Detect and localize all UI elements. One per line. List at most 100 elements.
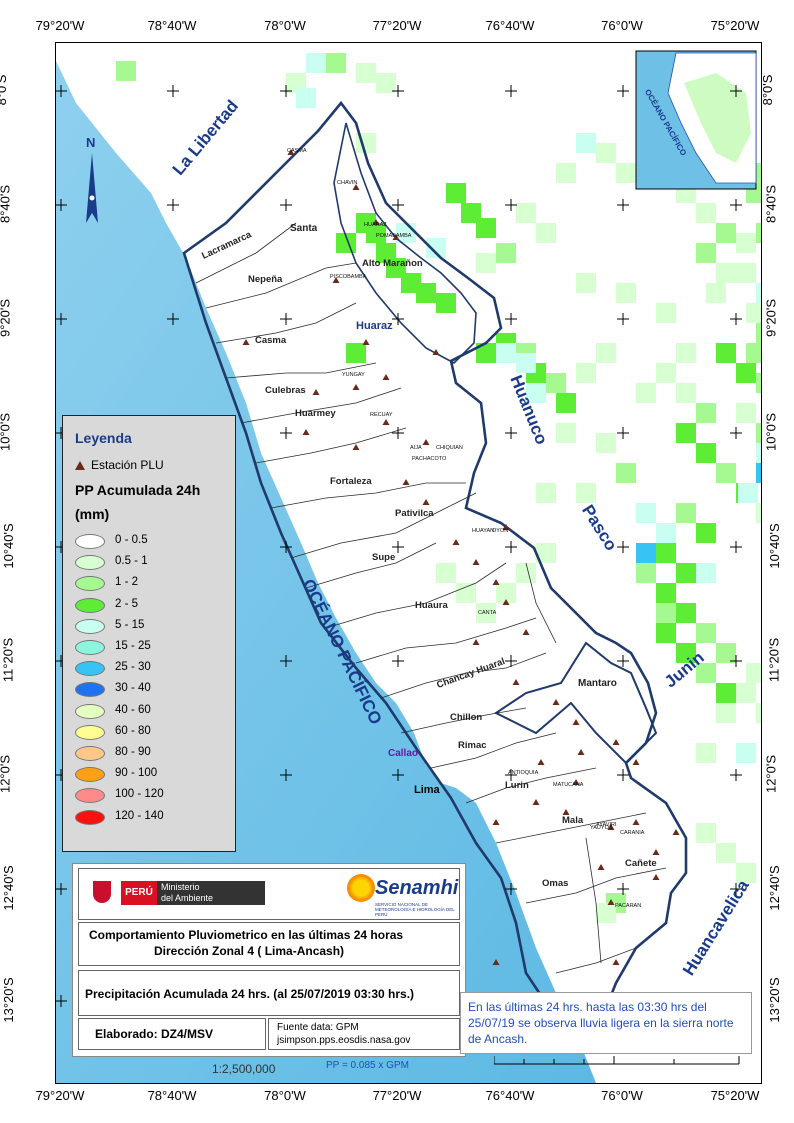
basin-label: Rimac xyxy=(458,740,487,751)
axis-left-tick: 9°20'S xyxy=(0,298,13,338)
legend-class: 1 - 2 xyxy=(75,576,225,592)
legend-class: 0 - 0.5 xyxy=(75,534,225,550)
legend-class: 40 - 60 xyxy=(75,703,225,720)
axis-bottom-tick: 76°40'W xyxy=(485,1088,535,1103)
legend: Leyenda Estación PLU PP Acumulada 24h (m… xyxy=(62,415,236,852)
legend-class-label: 90 - 100 xyxy=(115,767,158,780)
peru-logo-label: PERÚ xyxy=(121,881,157,905)
observation-note-text: En las últimas 24 hrs. hasta las 03:30 h… xyxy=(468,1000,734,1046)
study-area-boundary xyxy=(182,100,688,1020)
station-label: OYON xyxy=(492,528,509,534)
axis-right-tick: 11°20'S xyxy=(766,637,782,683)
basin-label: Omas xyxy=(542,878,569,889)
axis-right-tick: 12°40'S xyxy=(767,865,783,911)
title-box: Comportamiento Pluviometrico en las últi… xyxy=(78,922,460,966)
inset-map xyxy=(635,50,757,190)
basin-label: Nepeña xyxy=(248,274,283,285)
fuente-box: Fuente data: GPM jsimpson.pps.eosdis.nas… xyxy=(268,1018,460,1050)
station-label: PACHACOTO xyxy=(412,456,447,462)
axis-bottom-tick: 78°0'W xyxy=(264,1088,306,1103)
land-area xyxy=(56,43,761,1083)
legend-class-label: 2 - 5 xyxy=(115,597,139,610)
city-label-lima: Lima xyxy=(414,784,440,796)
north-label: N xyxy=(86,135,96,150)
legend-swatch xyxy=(75,682,105,698)
fuente-line1: Fuente data: GPM xyxy=(277,1022,359,1033)
station-label: CHAVIN xyxy=(337,180,358,186)
scale-label: 1:2,500,000 xyxy=(212,1062,276,1076)
north-arrow: N xyxy=(82,135,102,245)
legend-class-label: 0 - 0.5 xyxy=(115,534,148,546)
station-label: CARANIA xyxy=(620,830,645,836)
legend-class-label: 40 - 60 xyxy=(115,703,151,716)
axis-top-tick: 78°40'W xyxy=(147,18,197,33)
axis-left-tick: 11°20'S xyxy=(0,637,16,683)
formula-label: PP = 0.085 x GPM xyxy=(326,1060,409,1071)
legend-class: 90 - 100 xyxy=(75,767,225,783)
legend-swatch xyxy=(75,767,105,783)
axis-right-tick: 12°0'S xyxy=(763,754,779,794)
station-label: YUNGAY xyxy=(342,372,365,378)
station-symbol-icon xyxy=(75,461,85,470)
title-line2: Dirección Zonal 4 ( Lima-Ancash) xyxy=(154,944,345,958)
basin-label: Alto Marañon xyxy=(362,258,423,269)
legend-class-label: 0.5 - 1 xyxy=(115,555,148,568)
precip-box: Precipitación Acumulada 24 hrs. (al 25/0… xyxy=(78,970,460,1016)
legend-class: 60 - 80 xyxy=(75,724,225,741)
legend-swatch xyxy=(75,661,105,677)
axis-bottom-tick: 76°0'W xyxy=(601,1088,643,1103)
title-line1: Comportamiento Pluviometrico en las últi… xyxy=(89,928,404,942)
legend-swatch xyxy=(75,724,105,740)
axis-right-tick: 10°0'S xyxy=(763,412,779,452)
station-label: HUARAZ xyxy=(364,222,387,228)
senamhi-logo-label: Senamhi xyxy=(375,877,459,899)
station-label: CANTA xyxy=(478,610,497,616)
observation-note: En las últimas 24 hrs. hasta las 03:30 h… xyxy=(460,992,752,1054)
axis-right-tick: 8°0'S xyxy=(759,74,775,106)
station-label: PACARAN xyxy=(615,903,642,909)
basin-label: Culebras xyxy=(265,385,306,396)
axis-bottom-tick: 77°20'W xyxy=(372,1088,422,1103)
station-label: YAUYOS xyxy=(590,825,613,831)
legend-class: 5 - 15 xyxy=(75,618,225,635)
basin-label: Cañete xyxy=(625,858,657,869)
axis-right-tick: 9°20'S xyxy=(763,298,779,338)
axis-top-tick: 78°0'W xyxy=(264,18,306,33)
basin-label: Pativilca xyxy=(395,508,434,519)
legend-class: 25 - 30 xyxy=(75,661,225,677)
basin-label: Casma xyxy=(255,335,287,346)
legend-class-label: 80 - 90 xyxy=(115,746,151,758)
legend-swatch xyxy=(75,576,105,592)
elaborado-label: Elaborado: DZ4/MSV xyxy=(95,1027,214,1041)
basin-label: Mala xyxy=(562,815,584,826)
legend-class-label: 30 - 40 xyxy=(115,682,151,695)
legend-swatch xyxy=(75,555,105,571)
axis-top-tick: 75°20'W xyxy=(710,18,760,33)
legend-class: 30 - 40 xyxy=(75,682,225,698)
axis-top-tick: 76°40'W xyxy=(485,18,535,33)
precipitation-grid xyxy=(116,53,761,923)
legend-swatch xyxy=(75,640,105,655)
axis-left-tick: 12°0'S xyxy=(0,754,13,794)
axis-bottom-tick: 78°40'W xyxy=(147,1088,197,1103)
legend-swatch xyxy=(75,618,105,634)
legend-swatch xyxy=(75,534,105,549)
scale-bar xyxy=(494,1056,740,1065)
basin-label: Chillon xyxy=(450,712,483,723)
basin-lines xyxy=(195,222,667,974)
legend-class-label: 25 - 30 xyxy=(115,661,151,674)
station-label: ANTIOQUIA xyxy=(508,770,539,776)
station-label: CASMA xyxy=(287,148,307,154)
axis-top-tick: 77°20'W xyxy=(372,18,422,33)
station-label: RECUAY xyxy=(370,412,393,418)
basin-label: Santa xyxy=(290,223,318,234)
axis-bottom-tick: 75°20'W xyxy=(710,1088,760,1103)
legend-swatch xyxy=(75,597,105,613)
senamhi-sub-label: SERVICIO NACIONAL DE METEOROLOGÍA E HIDR… xyxy=(375,902,455,917)
legend-class-label: 100 - 120 xyxy=(115,788,164,801)
axis-top-tick: 79°20'W xyxy=(35,18,85,33)
axis-left-tick: 12°40'S xyxy=(1,865,17,911)
axis-left-tick: 8°40'S xyxy=(0,184,13,224)
legend-class: 80 - 90 xyxy=(75,746,225,762)
senamhi-logo-icon xyxy=(347,874,375,902)
